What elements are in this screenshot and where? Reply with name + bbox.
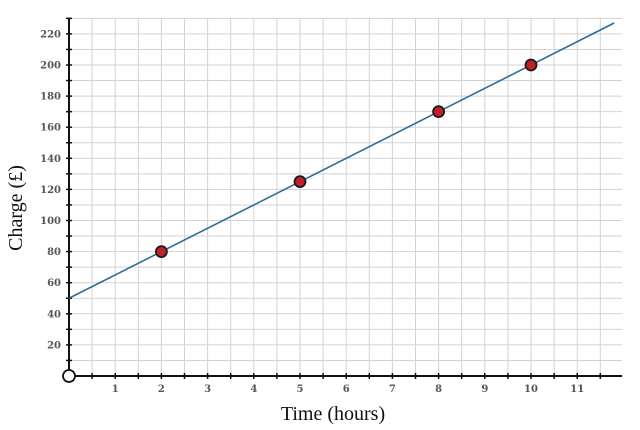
x-tick-label: 11 <box>570 384 584 395</box>
y-tick-label: 120 <box>40 185 61 196</box>
y-tick-label: 60 <box>47 278 61 289</box>
y-tick-label: 220 <box>40 29 61 40</box>
y-tick-label: 200 <box>40 61 61 72</box>
y-tick-label: 160 <box>40 123 61 134</box>
x-tick-label: 9 <box>481 384 488 395</box>
y-tick-label: 40 <box>47 309 61 320</box>
data-point <box>432 105 446 119</box>
x-tick-label: 4 <box>250 384 257 395</box>
y-axis-title: Charge (£) <box>5 165 27 251</box>
origin-marker <box>62 369 76 383</box>
x-tick-label: 1 <box>112 384 119 395</box>
x-tick-label: 10 <box>524 384 538 395</box>
axes <box>62 17 623 383</box>
y-tick-label: 100 <box>40 216 61 227</box>
data-points <box>154 58 538 259</box>
x-tick-label: 6 <box>343 384 350 395</box>
grid <box>69 17 623 376</box>
ticks: 20 40 60 80 100 120 140 160 180 200 220 1 2 3 4 5 6 7 8 9 10… <box>40 29 584 395</box>
x-tick-label: 3 <box>204 384 211 395</box>
data-point <box>154 245 168 259</box>
y-tick-label: 140 <box>40 154 61 165</box>
x-tick-label: 5 <box>297 384 304 395</box>
y-tick-label: 20 <box>47 340 61 351</box>
data-point <box>293 175 307 189</box>
x-tick-label: 2 <box>158 384 165 395</box>
x-tick-label: 7 <box>389 384 396 395</box>
data-point <box>524 58 538 72</box>
x-tick-label: 8 <box>435 384 442 395</box>
y-tick-label: 180 <box>40 92 61 103</box>
y-tick-label: 80 <box>47 247 61 258</box>
x-axis-title: Time (hours) <box>281 403 385 425</box>
